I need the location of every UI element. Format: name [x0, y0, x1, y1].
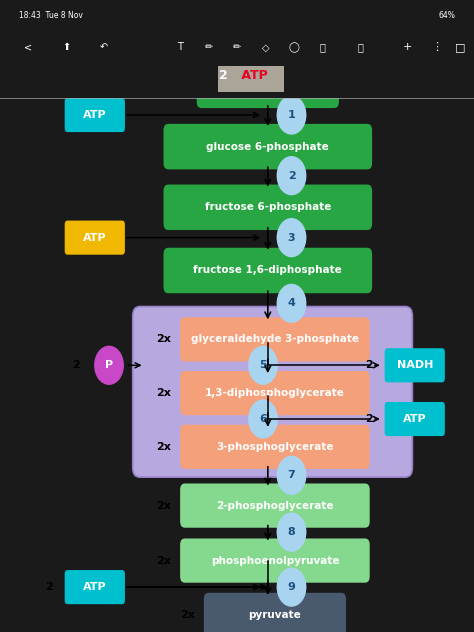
Text: 64%: 64% — [438, 11, 455, 20]
Text: 3: 3 — [288, 233, 295, 243]
Circle shape — [277, 219, 306, 257]
Text: 7: 7 — [288, 470, 295, 480]
FancyBboxPatch shape — [385, 348, 445, 382]
Text: fructose 1,6-diphosphate: fructose 1,6-diphosphate — [193, 265, 342, 276]
Text: phosphoenolpyruvate: phosphoenolpyruvate — [210, 556, 339, 566]
Text: 2: 2 — [288, 171, 295, 181]
Text: glucose: glucose — [245, 80, 291, 90]
FancyBboxPatch shape — [64, 98, 125, 132]
Text: P: P — [105, 360, 113, 370]
Circle shape — [277, 456, 306, 494]
Text: ton Universit: ton Universit — [14, 90, 77, 100]
Text: <: < — [24, 42, 33, 52]
FancyBboxPatch shape — [218, 66, 284, 92]
Text: 2: 2 — [365, 414, 373, 424]
Text: 2x: 2x — [156, 388, 171, 398]
FancyBboxPatch shape — [197, 63, 339, 108]
Text: ✏: ✏ — [233, 42, 241, 52]
Circle shape — [95, 346, 123, 384]
FancyBboxPatch shape — [180, 371, 370, 415]
FancyBboxPatch shape — [385, 402, 445, 436]
FancyBboxPatch shape — [164, 124, 372, 169]
Text: 2x: 2x — [156, 442, 171, 452]
Text: glucose 6-phosphate: glucose 6-phosphate — [207, 142, 329, 152]
FancyBboxPatch shape — [180, 317, 370, 362]
Circle shape — [249, 400, 277, 438]
Text: ATP: ATP — [237, 70, 268, 82]
Text: ATP: ATP — [83, 582, 107, 592]
Text: pyruvate: pyruvate — [248, 610, 301, 620]
Text: 1: 1 — [288, 110, 295, 120]
Text: 2x: 2x — [156, 501, 171, 511]
FancyBboxPatch shape — [64, 221, 125, 255]
Circle shape — [277, 157, 306, 195]
Text: ATP: ATP — [403, 414, 427, 424]
Text: 1,3-diphosphoglycerate: 1,3-diphosphoglycerate — [205, 388, 345, 398]
Text: 2x: 2x — [156, 334, 171, 344]
FancyBboxPatch shape — [204, 593, 346, 632]
Text: 3-phosphoglycerate: 3-phosphoglycerate — [216, 442, 334, 452]
Text: ↶: ↶ — [100, 42, 109, 52]
Text: 18:43  Tue 8 Nov: 18:43 Tue 8 Nov — [19, 11, 83, 20]
Text: 9: 9 — [288, 582, 295, 592]
FancyBboxPatch shape — [0, 0, 474, 98]
Text: 🎤: 🎤 — [357, 42, 363, 52]
Text: 5: 5 — [259, 360, 267, 370]
Text: glyceraldehyde 3-phosphate: glyceraldehyde 3-phosphate — [191, 334, 359, 344]
Circle shape — [277, 284, 306, 322]
Circle shape — [249, 346, 277, 384]
Text: 2: 2 — [72, 360, 80, 370]
Text: ✏: ✏ — [204, 42, 213, 52]
Text: 2: 2 — [45, 582, 53, 592]
Text: 4: 4 — [288, 298, 295, 308]
FancyBboxPatch shape — [133, 307, 412, 477]
Text: NADH: NADH — [397, 360, 433, 370]
Text: 🖊: 🖊 — [319, 42, 325, 52]
Text: ◇: ◇ — [262, 42, 269, 52]
FancyBboxPatch shape — [180, 483, 370, 528]
Text: ⬆: ⬆ — [62, 42, 71, 52]
FancyBboxPatch shape — [180, 425, 370, 469]
Text: +: + — [403, 42, 412, 52]
Text: T: T — [177, 42, 183, 52]
Circle shape — [277, 513, 306, 551]
FancyBboxPatch shape — [180, 538, 370, 583]
FancyBboxPatch shape — [64, 570, 125, 604]
Text: ATP: ATP — [83, 110, 107, 120]
Text: fructose 6-phosphate: fructose 6-phosphate — [205, 202, 331, 212]
Text: 2x: 2x — [156, 556, 171, 566]
Text: ⋮: ⋮ — [430, 42, 442, 52]
Text: ATP: ATP — [83, 233, 107, 243]
Text: 2: 2 — [365, 360, 373, 370]
Text: 2-phosphoglycerate: 2-phosphoglycerate — [216, 501, 334, 511]
Text: 8: 8 — [288, 527, 295, 537]
FancyBboxPatch shape — [164, 185, 372, 230]
Text: ◯: ◯ — [289, 42, 299, 52]
FancyBboxPatch shape — [164, 248, 372, 293]
Circle shape — [277, 96, 306, 134]
Text: 2x: 2x — [180, 610, 195, 620]
Circle shape — [277, 568, 306, 606]
Text: 2: 2 — [219, 70, 228, 82]
Text: 6: 6 — [259, 414, 267, 424]
Text: □: □ — [455, 42, 465, 52]
